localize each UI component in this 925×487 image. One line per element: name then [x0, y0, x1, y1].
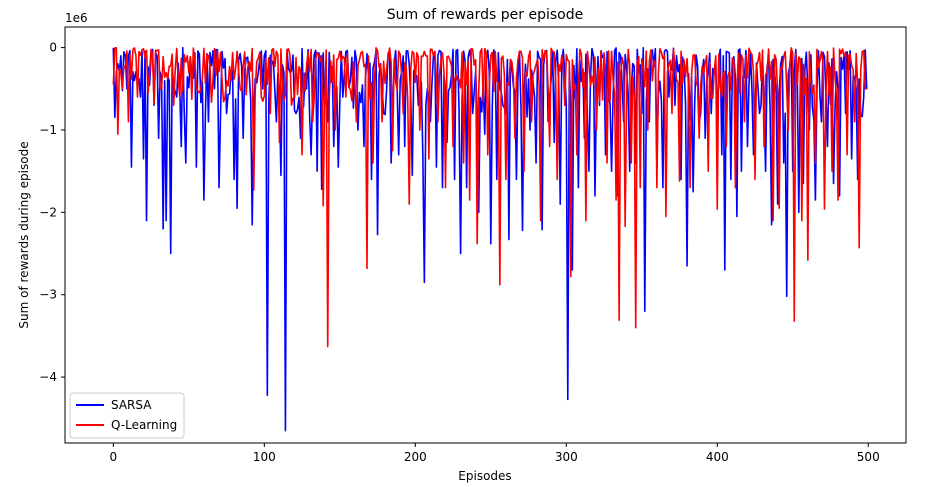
y-tick-label: 0 [49, 41, 57, 55]
x-axis-ticks: 0 100 200 300 400 500 [109, 443, 880, 464]
legend-label-sarsa: SARSA [111, 398, 152, 412]
x-tick-label: 400 [706, 450, 729, 464]
legend: SARSA Q-Learning [69, 392, 185, 439]
series-line-q-learning [112, 46, 867, 348]
series-line-sarsa [112, 46, 868, 432]
y-tick-label: −1 [39, 123, 57, 137]
plot-frame [64, 26, 907, 444]
y-tick-label: −3 [39, 288, 57, 302]
legend-label-q-learning: Q-Learning [111, 418, 177, 432]
y-axis-ticks: 0 −1 −2 −3 −4 [39, 41, 65, 384]
x-axis-label: Episodes [458, 469, 511, 483]
y-tick-label: −2 [39, 205, 57, 219]
x-tick-label: 500 [857, 450, 880, 464]
x-tick-label: 100 [253, 450, 276, 464]
y-axis-offset-text: 1e6 [65, 11, 88, 25]
series-lines [112, 46, 868, 432]
x-tick-label: 300 [555, 450, 578, 464]
y-tick-label: −4 [39, 370, 57, 384]
x-tick-label: 200 [404, 450, 427, 464]
x-tick-label: 0 [109, 450, 117, 464]
chart-title: Sum of rewards per episode [387, 7, 583, 23]
y-axis-label: Sum of rewards during episode [17, 141, 31, 328]
